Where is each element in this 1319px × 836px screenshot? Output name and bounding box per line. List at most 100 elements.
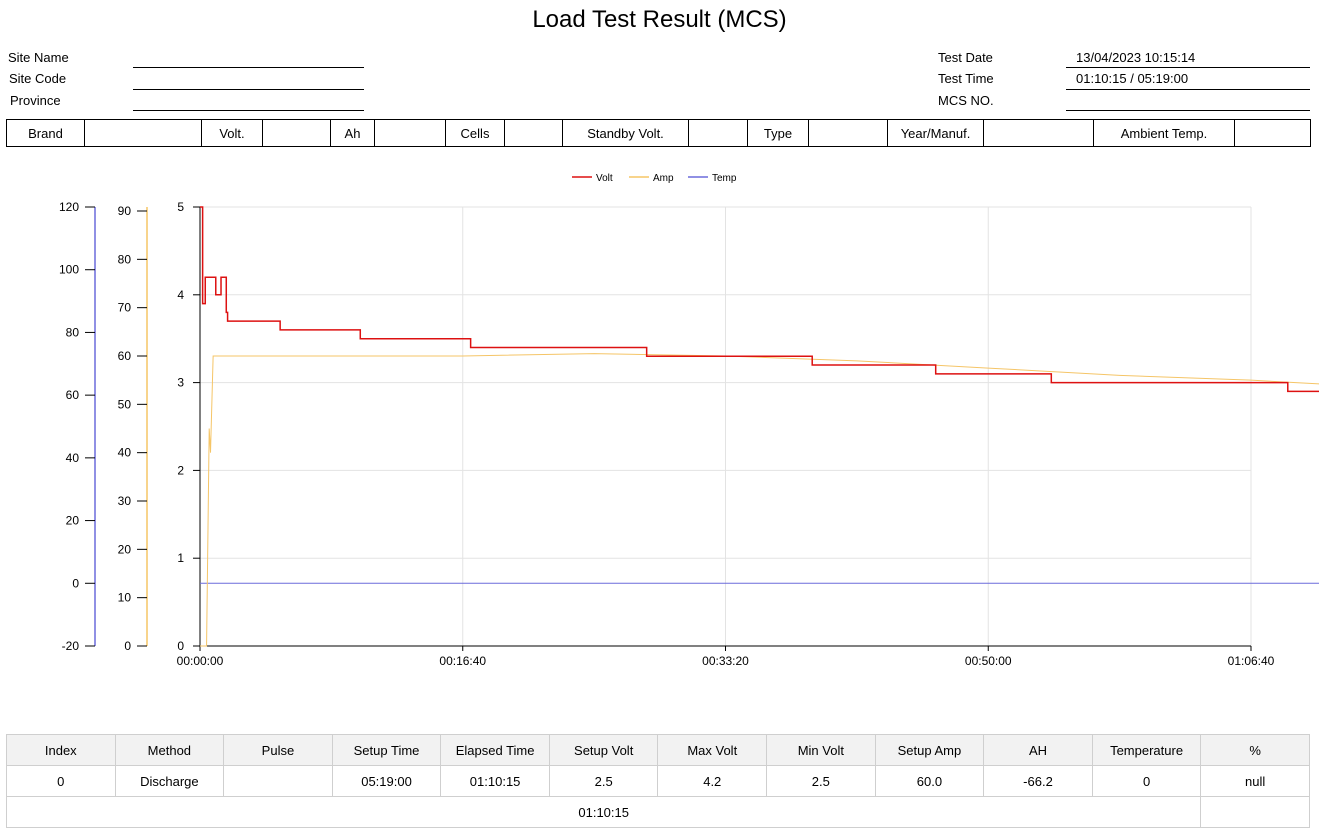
report-title: Load Test Result (MCS) bbox=[532, 6, 787, 33]
ambient-temp-value bbox=[1234, 119, 1311, 147]
column-header: Index bbox=[6, 734, 116, 766]
results-header-row: Index Method Pulse Setup Time Elapsed Time Se… bbox=[6, 734, 1310, 766]
legend-amp-label: Amp bbox=[653, 173, 674, 184]
series-amp-line bbox=[200, 353, 1319, 647]
site-name-label: Site Name bbox=[8, 50, 69, 65]
test-time-value: 01:10:15 / 05:19:00 bbox=[1076, 71, 1189, 86]
brand-value bbox=[84, 119, 202, 147]
amp-tick-label: 60 bbox=[118, 349, 132, 363]
brand-label: Brand bbox=[6, 119, 85, 147]
results-total-row: 01:10:15 bbox=[5, 796, 1310, 828]
table-cell: null bbox=[1200, 765, 1310, 797]
test-time-label: Test Time bbox=[938, 71, 994, 86]
column-header: Elapsed Time bbox=[440, 734, 550, 766]
province-line bbox=[133, 110, 364, 111]
ah-label: Ah bbox=[330, 119, 375, 147]
volt-value bbox=[262, 119, 331, 147]
ah-value bbox=[374, 119, 446, 147]
test-date-value: 13/04/2023 10:15:14 bbox=[1076, 50, 1196, 65]
table-cell: 4.2 bbox=[657, 765, 768, 797]
temp-tick-label: 100 bbox=[59, 263, 79, 277]
temp-tick-label: 20 bbox=[66, 514, 80, 528]
battery-info-table: Brand Volt. Ah Cells Standby Volt. Type … bbox=[6, 119, 1311, 147]
column-header: Temperature bbox=[1091, 734, 1202, 766]
amp-tick-label: 40 bbox=[118, 446, 132, 460]
table-row: 0 Discharge 05:19:00 01:10:15 2.5 4.2 2.5 60.0-… bbox=[6, 765, 1310, 797]
amp-tick-label: 10 bbox=[118, 591, 132, 605]
table-cell: Discharge bbox=[114, 765, 225, 797]
x-tick-label: 00:16:40 bbox=[439, 654, 486, 668]
site-code-line bbox=[133, 89, 364, 90]
table-cell: 2.5 bbox=[766, 765, 876, 797]
amp-tick-label: 70 bbox=[118, 301, 132, 315]
x-tick-label: 00:00:00 bbox=[177, 654, 224, 668]
column-header: Method bbox=[114, 734, 225, 766]
column-header: Setup Time bbox=[331, 734, 442, 766]
amp-tick-label: 50 bbox=[118, 397, 132, 411]
x-tick-label: 00:50:00 bbox=[965, 654, 1012, 668]
amp-tick-label: 0 bbox=[124, 639, 131, 653]
amp-tick-label: 90 bbox=[118, 204, 132, 218]
cells-value bbox=[504, 119, 563, 147]
cells-label: Cells bbox=[445, 119, 505, 147]
results-table: Index Method Pulse Setup Time Elapsed Time Se… bbox=[5, 734, 1310, 828]
temp-tick-label: 40 bbox=[66, 451, 80, 465]
x-tick-label: 00:33:20 bbox=[702, 654, 749, 668]
column-header: Max Volt bbox=[657, 734, 768, 766]
table-cell: 0 bbox=[6, 765, 116, 797]
volt-tick-label: 4 bbox=[177, 288, 184, 302]
column-header: Setup Volt bbox=[548, 734, 659, 766]
column-header: Min Volt bbox=[766, 734, 876, 766]
volt-tick-label: 3 bbox=[177, 376, 184, 390]
chart-series bbox=[200, 206, 1319, 647]
table-cell: -66.2 bbox=[983, 765, 1093, 797]
amp-tick-label: 80 bbox=[118, 252, 132, 266]
test-date-label: Test Date bbox=[938, 50, 993, 65]
temp-tick-label: 80 bbox=[66, 325, 80, 339]
table-cell bbox=[223, 765, 333, 797]
table-cell: 05:19:00 bbox=[331, 765, 442, 797]
x-tick-label: 01:06:40 bbox=[1228, 654, 1275, 668]
year-manuf-value bbox=[983, 119, 1094, 147]
amp-tick-label: 20 bbox=[118, 542, 132, 556]
legend-volt-label: Volt bbox=[596, 173, 613, 184]
site-name-line bbox=[133, 67, 364, 68]
mcs-no-line bbox=[1066, 110, 1310, 111]
temp-tick-label: 120 bbox=[59, 200, 79, 214]
legend-temp-label: Temp bbox=[712, 173, 737, 184]
table-cell: 0 bbox=[1091, 765, 1202, 797]
type-value bbox=[808, 119, 888, 147]
volt-tick-label: 5 bbox=[177, 200, 184, 214]
amp-tick-label: 30 bbox=[118, 494, 132, 508]
table-cell: 60.0 bbox=[874, 765, 985, 797]
ambient-temp-label: Ambient Temp. bbox=[1093, 119, 1235, 147]
temp-tick-label: 60 bbox=[66, 388, 80, 402]
volt-label: Volt. bbox=[201, 119, 263, 147]
series-volt-line bbox=[200, 206, 1319, 393]
column-header: Pulse bbox=[223, 734, 333, 766]
site-code-label: Site Code bbox=[9, 71, 67, 86]
province-label: Province bbox=[10, 93, 61, 108]
volt-tick-label: 1 bbox=[177, 551, 184, 565]
load-test-chart: Volt Amp Temp 0 1 2 3 4 5 00:00:00 00:16:40 00:33:… bbox=[59, 173, 1319, 668]
chart-grid bbox=[200, 206, 1252, 646]
volt-tick-label: 2 bbox=[177, 463, 184, 477]
standby-volt-value bbox=[688, 119, 748, 147]
year-manuf-label: Year/Manuf. bbox=[887, 119, 984, 147]
column-header: Setup Amp bbox=[874, 734, 985, 766]
total-blank-cell bbox=[1200, 796, 1310, 828]
table-cell: 01:10:15 bbox=[440, 765, 550, 797]
chart-legend: Volt Amp Temp bbox=[572, 173, 737, 184]
type-label: Type bbox=[747, 119, 809, 147]
temp-tick-label: 0 bbox=[72, 576, 79, 590]
table-cell: 2.5 bbox=[548, 765, 659, 797]
volt-tick-label: 0 bbox=[177, 639, 184, 653]
column-header: % bbox=[1200, 734, 1310, 766]
mcs-no-label: MCS NO. bbox=[938, 93, 994, 108]
column-header: AH bbox=[983, 734, 1093, 766]
test-date-line bbox=[1066, 67, 1310, 68]
standby-volt-label: Standby Volt. bbox=[562, 119, 689, 147]
test-time-line bbox=[1066, 89, 1310, 90]
total-elapsed-time: 01:10:15 bbox=[5, 796, 1202, 828]
